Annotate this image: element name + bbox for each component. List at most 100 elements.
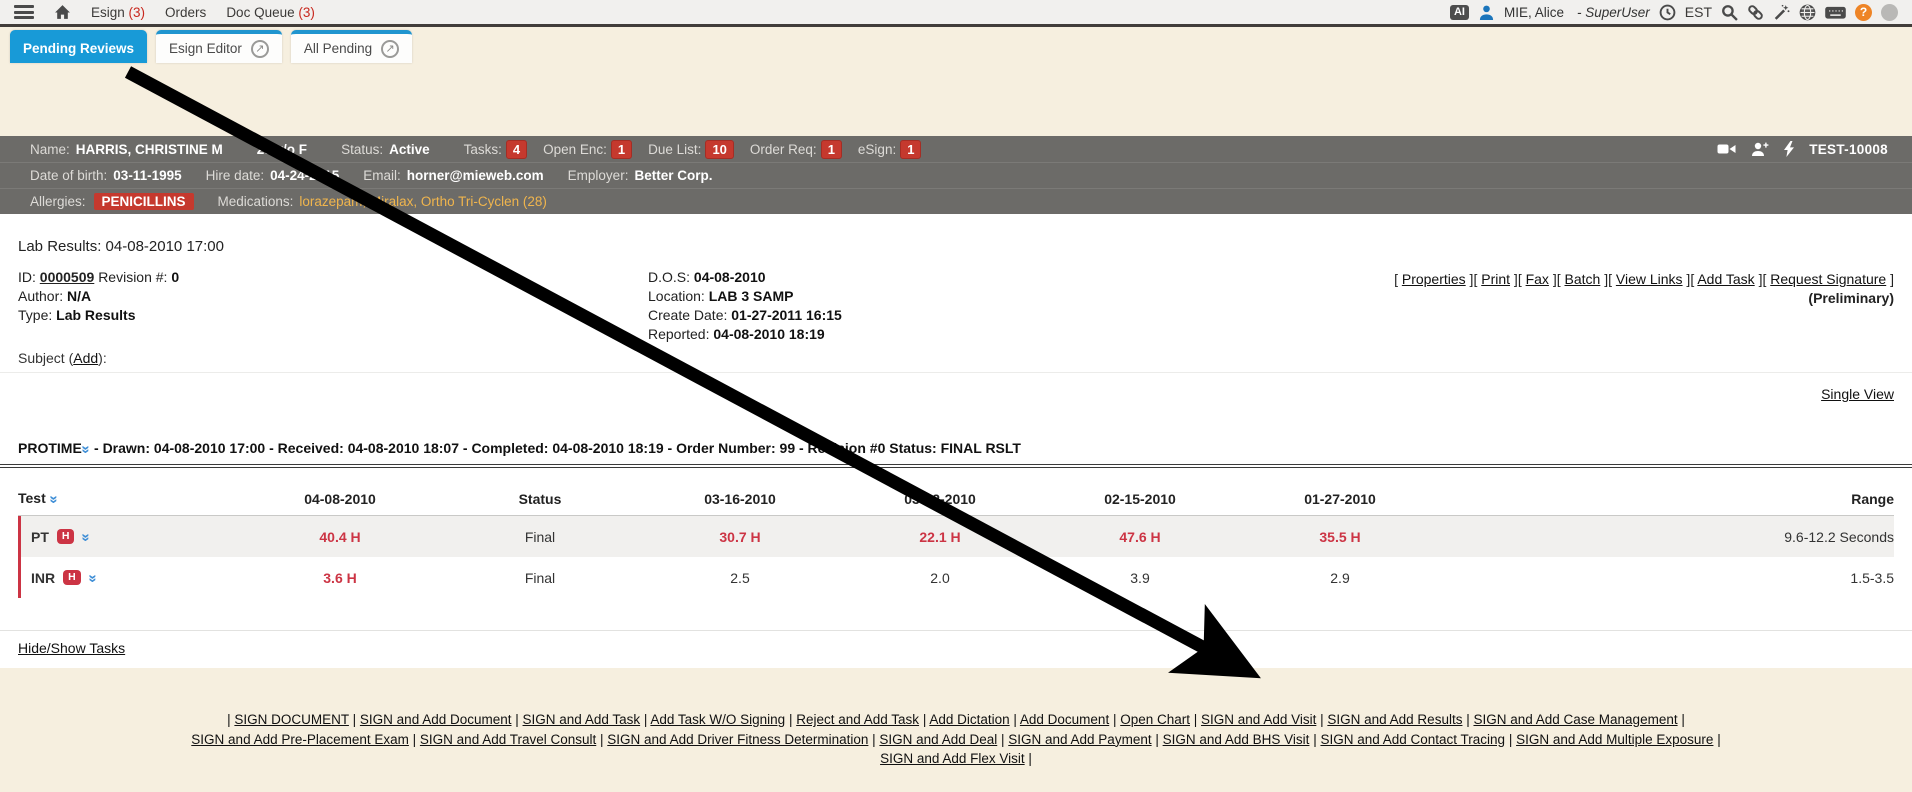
email-value[interactable]: horner@mieweb.com [406, 168, 544, 183]
sign-link-sign-and-add-travel-consult[interactable]: SIGN and Add Travel Consult [419, 731, 597, 747]
counter-tasks: Tasks: 4 [464, 139, 528, 159]
clock-icon[interactable] [1659, 4, 1676, 21]
sign-links-line-1: | SIGN DOCUMENT | SIGN and Add Document … [227, 712, 1685, 727]
sign-link-sign-and-add-results[interactable]: SIGN and Add Results [1327, 712, 1463, 727]
sign-link-sign-document[interactable]: SIGN DOCUMENT [234, 712, 349, 727]
action-batch[interactable]: Batch [1564, 271, 1601, 287]
sign-link-sign-and-add-visit[interactable]: SIGN and Add Visit [1201, 712, 1317, 727]
esign-count: (3) [128, 4, 146, 20]
column-header-range: Range [1851, 490, 1894, 507]
chevron-down-icon[interactable]: » [84, 574, 102, 583]
popout-icon[interactable]: ↗ [381, 39, 400, 58]
sign-link-sign-and-add-deal[interactable]: SIGN and Add Deal [879, 731, 998, 747]
author-value: N/A [67, 288, 92, 304]
sign-link-sign-and-add-task[interactable]: SIGN and Add Task [522, 712, 641, 727]
counter-badge[interactable]: 1 [820, 139, 842, 159]
counter-badge[interactable]: 4 [505, 139, 528, 159]
sign-link-sign-and-add-driver-fitness-determination[interactable]: SIGN and Add Driver Fitness Determinatio… [607, 731, 869, 747]
action-properties[interactable]: Properties [1401, 271, 1466, 287]
range-value: 1.5-3.5 [1850, 569, 1894, 586]
user-name[interactable]: MIE, Alice [1503, 4, 1564, 20]
test-name-cell: PT H» [18, 516, 240, 557]
counter-badge[interactable]: 1 [610, 139, 633, 159]
counter-orderreq: Order Req: 1 [749, 139, 842, 159]
panel-meta: - Drawn: 04-08-2010 17:00 - Received: 04… [90, 440, 1021, 456]
counter-badge[interactable]: 10 [705, 139, 734, 159]
tab-all-pending[interactable]: All Pending ↗ [290, 30, 413, 63]
sign-link-open-chart[interactable]: Open Chart [1120, 712, 1191, 727]
keyboard-icon[interactable] [1825, 4, 1846, 21]
home-icon[interactable] [54, 4, 71, 21]
high-flag-badge[interactable]: H [63, 570, 81, 585]
patient-name[interactable]: HARRIS, CHRISTINE M [75, 141, 223, 157]
counter-label: eSign: [857, 141, 897, 157]
tab-esign-editor[interactable]: Esign Editor ↗ [156, 30, 282, 63]
high-flag-badge[interactable]: H [56, 529, 75, 544]
action-add-task[interactable]: Add Task [1697, 271, 1755, 287]
hide-show-tasks-link[interactable]: Hide/Show Tasks [18, 640, 126, 656]
nav-esign[interactable]: Esign (3) [91, 4, 146, 20]
sign-link-add-dictation[interactable]: Add Dictation [929, 712, 1010, 727]
sign-link-reject-and-add-task[interactable]: Reject and Add Task [796, 712, 920, 727]
nav-doc-queue[interactable]: Doc Queue (3) [226, 4, 315, 20]
create-date-value: 01-27-2011 16:15 [731, 307, 842, 323]
action-fax[interactable]: Fax [1525, 271, 1549, 287]
sign-link-add-task-w-o-signing[interactable]: Add Task W/O Signing [650, 712, 786, 727]
sign-link-sign-and-add-bhs-visit[interactable]: SIGN and Add BHS Visit [1162, 731, 1310, 747]
globe-icon[interactable] [1799, 4, 1816, 21]
result-value: 2.9 [1330, 569, 1350, 586]
counter-label: Order Req: [749, 141, 817, 157]
chevron-down-icon[interactable]: » [77, 445, 95, 454]
document-id-link[interactable]: 0000509 [39, 269, 95, 285]
document-title: Lab Results: 04-08-2010 17:00 [18, 238, 224, 255]
chevron-down-icon[interactable]: » [45, 495, 63, 504]
add-user-icon[interactable] [1750, 141, 1769, 157]
create-date-label: Create Date: [648, 307, 728, 323]
counter-badge[interactable]: 1 [900, 139, 922, 159]
email-label: Email: [363, 168, 401, 183]
column-header-03-02-2010: 03-02-2010 [904, 490, 976, 507]
tab-pending-reviews[interactable]: Pending Reviews [10, 30, 148, 63]
sign-link-sign-and-add-contact-tracing[interactable]: SIGN and Add Contact Tracing [1320, 731, 1506, 747]
sign-link-sign-and-add-flex-visit[interactable]: SIGN and Add Flex Visit [880, 751, 1025, 766]
ai-badge[interactable]: AI [1449, 4, 1469, 20]
popout-icon[interactable]: ↗ [250, 39, 269, 58]
sign-link-sign-and-add-payment[interactable]: SIGN and Add Payment [1008, 731, 1152, 747]
sign-link-sign-and-add-case-management[interactable]: SIGN and Add Case Management [1473, 712, 1678, 727]
single-view-link[interactable]: Single View [1821, 386, 1894, 402]
video-camera-icon[interactable] [1717, 141, 1736, 157]
help-icon[interactable]: ? [1855, 3, 1872, 21]
action-view-links[interactable]: View Links [1615, 271, 1683, 287]
double-rule [0, 464, 1912, 468]
search-icon[interactable] [1721, 4, 1738, 21]
magic-wand-icon[interactable] [1773, 4, 1790, 21]
subject-add-link[interactable]: Add [73, 350, 99, 366]
location-label: Location: [648, 288, 705, 304]
avatar[interactable] [1881, 3, 1898, 21]
hire-date-label: Hire date: [205, 168, 265, 183]
user-role: - SuperUser [1576, 4, 1650, 20]
nav-orders[interactable]: Orders [165, 4, 207, 20]
chevron-down-icon[interactable]: » [78, 533, 96, 542]
column-header-04-08-2010: 04-08-2010 [304, 490, 376, 507]
tab-bar: Pending Reviews Esign Editor ↗ All Pendi… [10, 30, 413, 63]
hamburger-menu-icon[interactable] [14, 5, 34, 19]
document-panel: Lab Results: 04-08-2010 17:00 ID: 000050… [0, 214, 1912, 668]
lightning-icon[interactable] [1783, 141, 1795, 157]
medications-list[interactable]: lorazepam, Miralax, Ortho Tri-Cyclen (28… [299, 194, 547, 209]
test-name: INR [31, 569, 56, 586]
dob-value: 03-11-1995 [113, 168, 182, 183]
sign-link-sign-and-add-multiple-exposure[interactable]: SIGN and Add Multiple Exposure [1516, 731, 1714, 747]
action-request-signature[interactable]: Request Signature [1770, 271, 1887, 287]
chart-id[interactable]: TEST-10008 [1809, 141, 1888, 157]
result-value: Final [524, 569, 556, 586]
link-icon[interactable] [1747, 4, 1764, 21]
sign-link-add-document[interactable]: Add Document [1019, 712, 1110, 727]
allergy-badge[interactable]: PENICILLINS [93, 193, 194, 210]
sign-link-sign-and-add-document[interactable]: SIGN and Add Document [359, 712, 512, 727]
counter-label: Due List: [648, 141, 702, 157]
column-header-01-27-2010: 01-27-2010 [1304, 490, 1376, 507]
action-print[interactable]: Print [1481, 271, 1511, 287]
sign-link-sign-and-add-pre-placement-exam[interactable]: SIGN and Add Pre-Placement Exam [191, 731, 409, 747]
user-icon[interactable] [1478, 4, 1495, 21]
